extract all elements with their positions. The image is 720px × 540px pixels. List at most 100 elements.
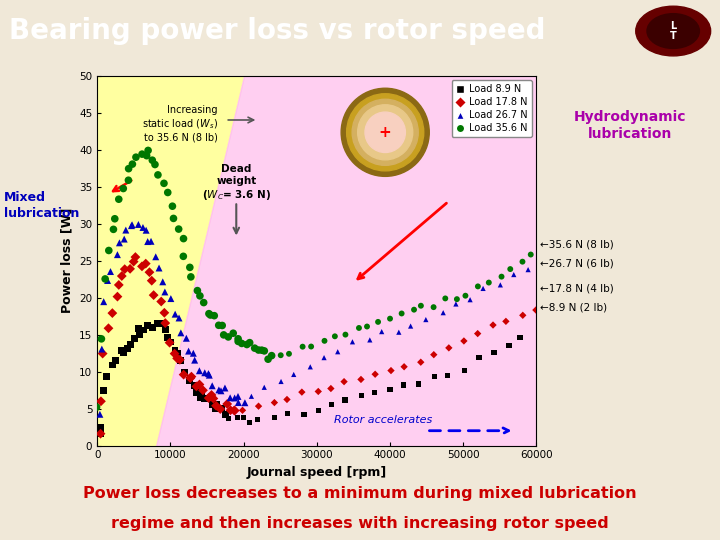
- Point: [207, 381, 218, 390]
- Point: [488, 348, 500, 356]
- Point: [169, 310, 181, 319]
- Point: [385, 366, 397, 375]
- Point: [174, 314, 185, 322]
- Point: [152, 171, 163, 179]
- Circle shape: [636, 6, 711, 56]
- Point: [129, 334, 140, 343]
- Point: [229, 394, 240, 402]
- Point: [116, 272, 127, 280]
- Point: [199, 368, 210, 377]
- Point: [244, 339, 256, 347]
- Point: [222, 414, 234, 423]
- Point: [151, 319, 163, 328]
- X-axis label: Journal speed [rpm]: Journal speed [rpm]: [247, 466, 387, 479]
- Point: [153, 264, 165, 272]
- Point: [112, 292, 123, 301]
- Point: [103, 324, 114, 333]
- Point: [384, 314, 396, 323]
- Point: [393, 328, 405, 336]
- Point: [149, 160, 161, 169]
- Text: Rotor accelerates: Rotor accelerates: [333, 415, 432, 424]
- Point: [398, 362, 410, 371]
- Point: [95, 397, 107, 406]
- Point: [530, 306, 541, 314]
- Point: [125, 265, 136, 273]
- Point: [215, 404, 226, 413]
- Point: [459, 366, 470, 375]
- Point: [110, 356, 122, 364]
- Point: [495, 281, 506, 289]
- Point: [339, 396, 351, 404]
- Point: [229, 406, 240, 415]
- Point: [188, 349, 199, 357]
- Point: [450, 300, 462, 308]
- Point: [266, 352, 277, 360]
- Point: [159, 326, 171, 334]
- Point: [473, 353, 485, 362]
- Point: [120, 226, 132, 234]
- Point: [397, 381, 409, 389]
- Point: [171, 354, 183, 363]
- Point: [429, 372, 441, 381]
- Point: [196, 392, 207, 400]
- Point: [91, 403, 102, 411]
- Point: [117, 184, 129, 193]
- Point: [275, 351, 287, 360]
- Point: [487, 321, 499, 329]
- Point: [162, 333, 174, 342]
- Point: [215, 387, 227, 395]
- Point: [158, 308, 170, 317]
- Point: [246, 392, 257, 401]
- Point: [159, 288, 171, 296]
- Text: ←35.6 N (8 lb): ←35.6 N (8 lb): [540, 239, 613, 249]
- Point: [231, 413, 243, 422]
- Point: [413, 380, 424, 388]
- Point: [372, 318, 384, 326]
- Point: [210, 401, 222, 410]
- Point: [197, 386, 209, 395]
- Point: [186, 372, 197, 381]
- Point: [241, 340, 253, 349]
- Point: [169, 346, 181, 355]
- Point: [118, 349, 130, 357]
- Point: [150, 253, 161, 261]
- Point: [126, 220, 138, 229]
- Point: [216, 404, 228, 413]
- Point: [239, 399, 251, 407]
- Point: [115, 346, 127, 355]
- Point: [140, 259, 151, 268]
- Point: [244, 418, 256, 427]
- Point: [156, 297, 167, 306]
- Point: [142, 237, 153, 246]
- Point: [210, 400, 222, 409]
- Point: [189, 356, 200, 364]
- Legend: Load 8.9 N, Load 17.8 N, Load 26.7 N, Load 35.6 N: Load 8.9 N, Load 17.8 N, Load 26.7 N, Lo…: [451, 80, 531, 137]
- Point: [296, 388, 307, 396]
- Point: [95, 429, 107, 438]
- Point: [477, 284, 489, 293]
- Point: [233, 398, 244, 407]
- Point: [218, 330, 230, 339]
- Point: [213, 386, 225, 394]
- Point: [236, 339, 248, 348]
- Point: [191, 388, 202, 397]
- Point: [112, 251, 123, 259]
- Point: [282, 409, 293, 418]
- Point: [156, 319, 167, 328]
- Point: [162, 188, 174, 197]
- Point: [472, 282, 484, 291]
- Point: [98, 298, 109, 306]
- Point: [282, 395, 293, 404]
- Point: [525, 250, 536, 259]
- Point: [288, 370, 300, 379]
- Point: [206, 390, 217, 399]
- Point: [319, 336, 330, 345]
- Point: [249, 344, 261, 353]
- Point: [138, 223, 149, 232]
- Point: [283, 349, 294, 358]
- Point: [500, 317, 512, 326]
- Point: [189, 381, 200, 390]
- Text: T: T: [670, 31, 677, 41]
- Point: [130, 153, 142, 161]
- Point: [178, 252, 189, 261]
